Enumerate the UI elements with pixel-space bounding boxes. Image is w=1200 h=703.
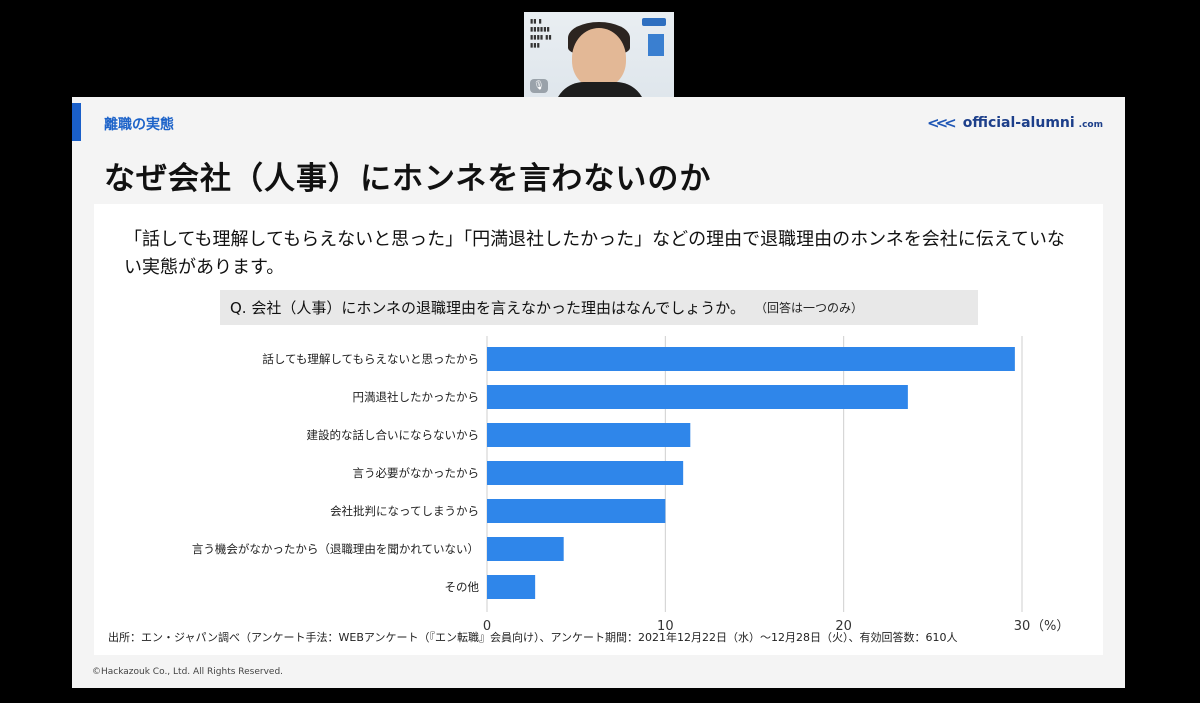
bar-2 bbox=[487, 423, 691, 447]
x-unit-label: （%） bbox=[1031, 619, 1069, 632]
category-label-6: その他 bbox=[445, 580, 480, 594]
copyright: ©Hackazouk Co., Ltd. All Rights Reserved… bbox=[92, 667, 284, 677]
business-card-text: ▮▮ ▮ ▮▮▮▮▮▮ ▮▮▮▮ ▮▮ ▮▮▮ bbox=[530, 18, 552, 49]
presentation-slide: 離職の実態 <<< official-alumni .com なぜ会社（人事）に… bbox=[72, 97, 1125, 688]
bar-4 bbox=[487, 499, 666, 523]
category-label-4: 会社批判になってしまうから bbox=[330, 504, 479, 518]
bar-0 bbox=[487, 347, 1015, 371]
x-tick-label-0: 0 bbox=[483, 619, 491, 632]
bar-1 bbox=[487, 385, 908, 409]
page-title: なぜ会社（人事）にホンネを言わないのか bbox=[104, 161, 712, 197]
question-box: Q. 会社（人事）にホンネの退職理由を言えなかった理由はなんでしょうか。 （回答… bbox=[220, 290, 978, 325]
accent-bar bbox=[72, 103, 81, 141]
category-label-5: 言う機会がなかったから（退職理由を聞かれていない） bbox=[192, 542, 479, 556]
bar-5 bbox=[487, 537, 564, 561]
x-tick-label-10: 10 bbox=[657, 619, 674, 632]
x-tick-label-30: 30 bbox=[1014, 619, 1031, 632]
participant-body bbox=[554, 82, 646, 97]
x-tick-label-20: 20 bbox=[835, 619, 852, 632]
question-text: Q. 会社（人事）にホンネの退職理由を言えなかった理由はなんでしょうか。 bbox=[230, 299, 745, 317]
participant-face bbox=[572, 28, 626, 88]
content-panel: 「話しても理解してもらえないと思った」「円満退社したかった」などの理由で退職理由… bbox=[94, 204, 1103, 655]
brand-logo: <<< official-alumni .com bbox=[927, 114, 1103, 132]
bar-3 bbox=[487, 461, 684, 485]
section-label: 離職の実態 bbox=[104, 117, 174, 133]
chevrons-icon: <<< bbox=[927, 114, 957, 132]
category-label-0: 話しても理解してもらえないと思ったから bbox=[262, 352, 479, 366]
category-label-2: 建設的な話し合いにならないから bbox=[307, 428, 480, 442]
question-note: （回答は一つのみ） bbox=[755, 301, 864, 315]
source-note: 出所：エン・ジャパン調べ（アンケート手法：WEBアンケート（『エン転職』会員向け… bbox=[108, 631, 958, 644]
brand-name: official-alumni bbox=[962, 115, 1075, 131]
category-label-1: 円満退社したかったから bbox=[353, 390, 480, 404]
brand-suffix: .com bbox=[1078, 119, 1103, 130]
webcam-tile: ▮▮ ▮ ▮▮▮▮▮▮ ▮▮▮▮ ▮▮ ▮▮▮ 🎙 bbox=[524, 12, 674, 97]
category-label-3: 言う必要がなかったから bbox=[353, 466, 480, 480]
qr-code bbox=[648, 34, 664, 56]
card-logo bbox=[642, 18, 666, 26]
bar-6 bbox=[487, 575, 536, 599]
bar-chart: 0 10 20 30 （%） 話しても理解してもらえないと思ったから円満退社したかったから… bbox=[192, 336, 1069, 632]
intro-text: 「話しても理解してもらえないと思った」「円満退社したかった」などの理由で退職理由… bbox=[124, 229, 1065, 278]
microphone-icon[interactable]: 🎙 bbox=[530, 79, 548, 93]
